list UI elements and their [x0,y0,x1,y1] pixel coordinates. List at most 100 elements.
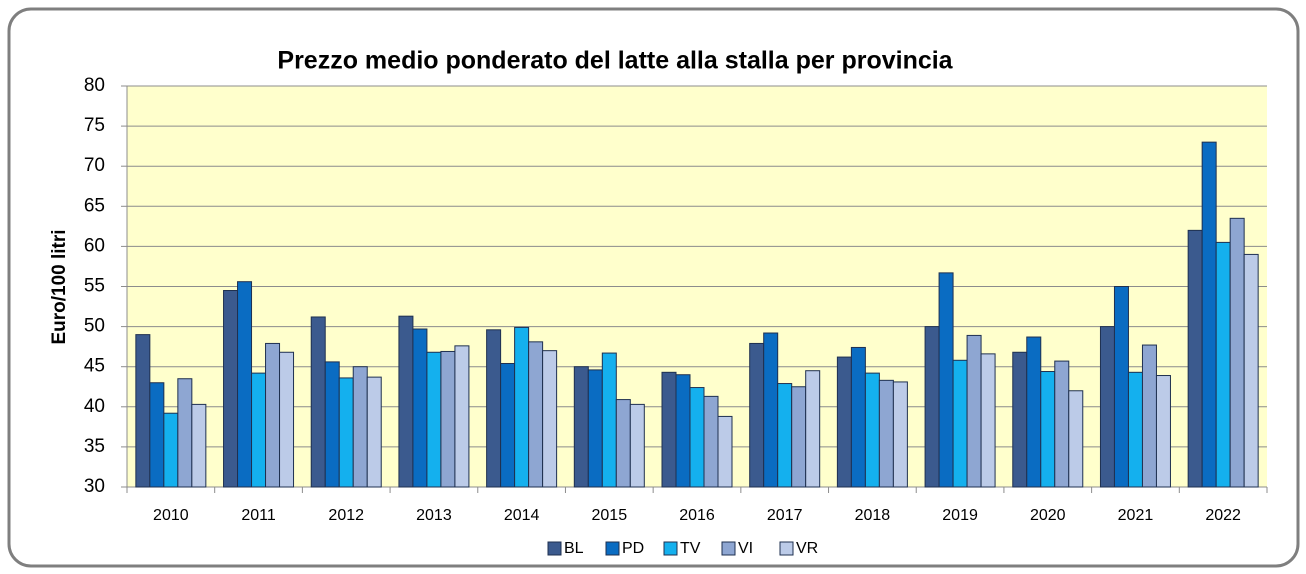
legend-label: VR [796,540,818,557]
bar [135,334,151,488]
chart-title: Prezzo medio ponderato del latte alla st… [277,47,953,75]
bar [352,366,368,488]
bar [1099,326,1115,488]
bar [573,366,589,488]
bar [528,341,544,488]
legend-label: BL [564,540,584,557]
bar [791,386,807,488]
bar [661,371,677,488]
bar [629,403,645,488]
bar [615,399,631,488]
x-tick-label: 2012 [328,507,364,524]
bar [265,342,281,488]
x-tick-label: 2016 [679,507,715,524]
bar [542,350,558,488]
bar [366,376,382,488]
bar [163,412,179,488]
legend-swatch [663,541,678,556]
bar [177,378,193,488]
bar [1229,217,1245,488]
bar [1201,141,1217,488]
bar [763,332,779,488]
bar [398,315,414,488]
bar [587,369,603,488]
y-tick-label: 50 [84,316,105,337]
bar [1243,253,1259,488]
legend-label: TV [680,540,701,557]
x-tick-label: 2021 [1118,507,1154,524]
bar [1141,344,1157,488]
bar [1127,371,1143,488]
bar [440,350,456,488]
bar [777,383,793,488]
bar [412,328,428,488]
bar [1113,286,1129,488]
bar [689,387,705,488]
bar [805,370,821,488]
x-tick-label: 2013 [416,507,452,524]
legend-label: PD [622,540,644,557]
x-tick-label: 2019 [942,507,978,524]
bar [980,353,996,488]
y-tick-label: 80 [84,75,105,96]
bar [324,361,340,488]
x-tick-label: 2020 [1030,507,1066,524]
bar [601,352,617,488]
bar [749,342,765,488]
bar [864,372,880,488]
bar [1040,371,1056,488]
bar [237,281,253,488]
x-tick-label: 2011 [241,507,276,524]
bar [426,351,442,488]
y-tick-label: 75 [84,115,105,136]
bar [149,382,165,488]
legend-swatch [605,541,620,556]
bar [1215,241,1231,488]
bar [1054,360,1070,488]
x-tick-label: 2017 [767,507,803,524]
y-tick-label: 65 [84,195,105,216]
bar [952,359,968,488]
x-tick-label: 2018 [855,507,891,524]
bar [486,329,502,488]
bar [1012,351,1028,488]
bar [878,379,894,488]
x-tick-label: 2015 [592,507,628,524]
x-tick-label: 2022 [1205,507,1241,524]
bar [279,351,295,488]
bar [1187,229,1203,488]
y-tick-label: 60 [84,235,105,256]
bar [924,326,940,488]
bar [514,326,530,488]
y-tick-label: 45 [84,356,105,377]
bar [717,415,733,488]
bar [966,334,982,488]
y-tick-label: 70 [84,155,105,176]
bar [191,403,207,488]
bar [850,346,866,488]
y-tick-label: 55 [84,276,105,297]
bar [223,290,239,488]
bar [836,356,852,488]
bar [938,272,954,488]
bar [1068,390,1084,488]
bar [338,377,354,488]
y-tick-label: 40 [84,396,105,417]
bar [1026,336,1042,488]
bar [703,395,719,488]
y-tick-label: 30 [84,476,105,497]
bar [1155,375,1171,488]
bar [892,381,908,488]
legend-label: VI [738,540,753,557]
y-axis-label: Euro/100 litri [49,229,70,344]
legend-swatch [721,541,736,556]
x-tick-label: 2014 [504,507,540,524]
x-tick-label: 2010 [153,507,189,524]
bar [251,372,267,488]
bar [500,362,516,488]
legend-swatch [547,541,562,556]
legend-swatch [779,541,794,556]
y-tick-label: 35 [84,436,105,457]
